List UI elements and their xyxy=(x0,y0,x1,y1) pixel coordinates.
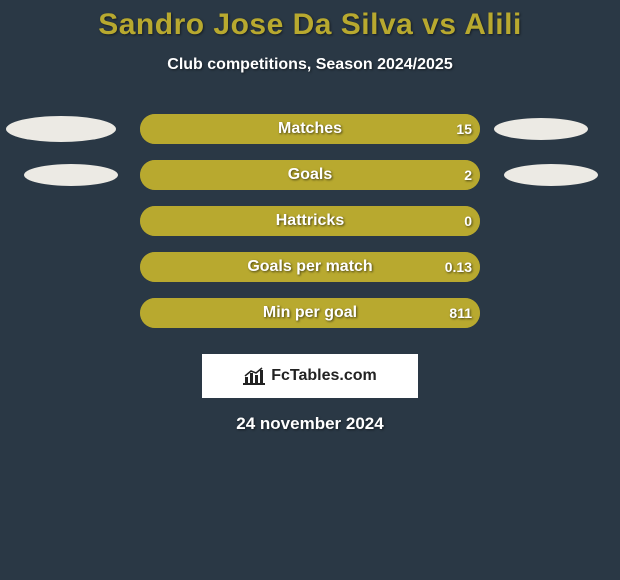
stat-value-right: 15 xyxy=(456,114,472,144)
decor-ellipse-right xyxy=(494,118,588,140)
stat-bar: Goals2 xyxy=(140,160,480,190)
stat-row: Goals2 xyxy=(0,152,620,198)
page-title: Sandro Jose Da Silva vs Alili xyxy=(0,8,620,42)
stat-label: Hattricks xyxy=(140,206,480,236)
date-text: 24 november 2024 xyxy=(0,414,620,434)
stat-value-right: 811 xyxy=(449,298,472,328)
stat-row: Min per goal811 xyxy=(0,290,620,336)
stat-label: Min per goal xyxy=(140,298,480,328)
stat-bar: Goals per match0.13 xyxy=(140,252,480,282)
logo-text: FcTables.com xyxy=(271,367,377,385)
decor-ellipse-right xyxy=(504,164,598,186)
stat-label: Matches xyxy=(140,114,480,144)
stats-rows: Matches15 Goals2 Hattricks0 Goals per match… xyxy=(0,106,620,336)
stats-infographic: Sandro Jose Da Silva vs Alili Club compe… xyxy=(0,0,620,434)
stat-row: Goals per match0.13 xyxy=(0,244,620,290)
stat-row: Hattricks0 xyxy=(0,198,620,244)
subtitle: Club competitions, Season 2024/2025 xyxy=(0,56,620,74)
stat-value-right: 2 xyxy=(464,160,472,190)
source-logo: FcTables.com xyxy=(202,354,418,398)
stat-row: Matches15 xyxy=(0,106,620,152)
stat-bar: Hattricks0 xyxy=(140,206,480,236)
stat-value-right: 0 xyxy=(464,206,472,236)
decor-ellipse-left xyxy=(6,116,116,142)
stat-bar: Matches15 xyxy=(140,114,480,144)
chart-icon xyxy=(243,367,265,385)
stat-bar: Min per goal811 xyxy=(140,298,480,328)
decor-ellipse-left xyxy=(24,164,118,186)
stat-label: Goals per match xyxy=(140,252,480,282)
stat-value-right: 0.13 xyxy=(445,252,472,282)
stat-label: Goals xyxy=(140,160,480,190)
